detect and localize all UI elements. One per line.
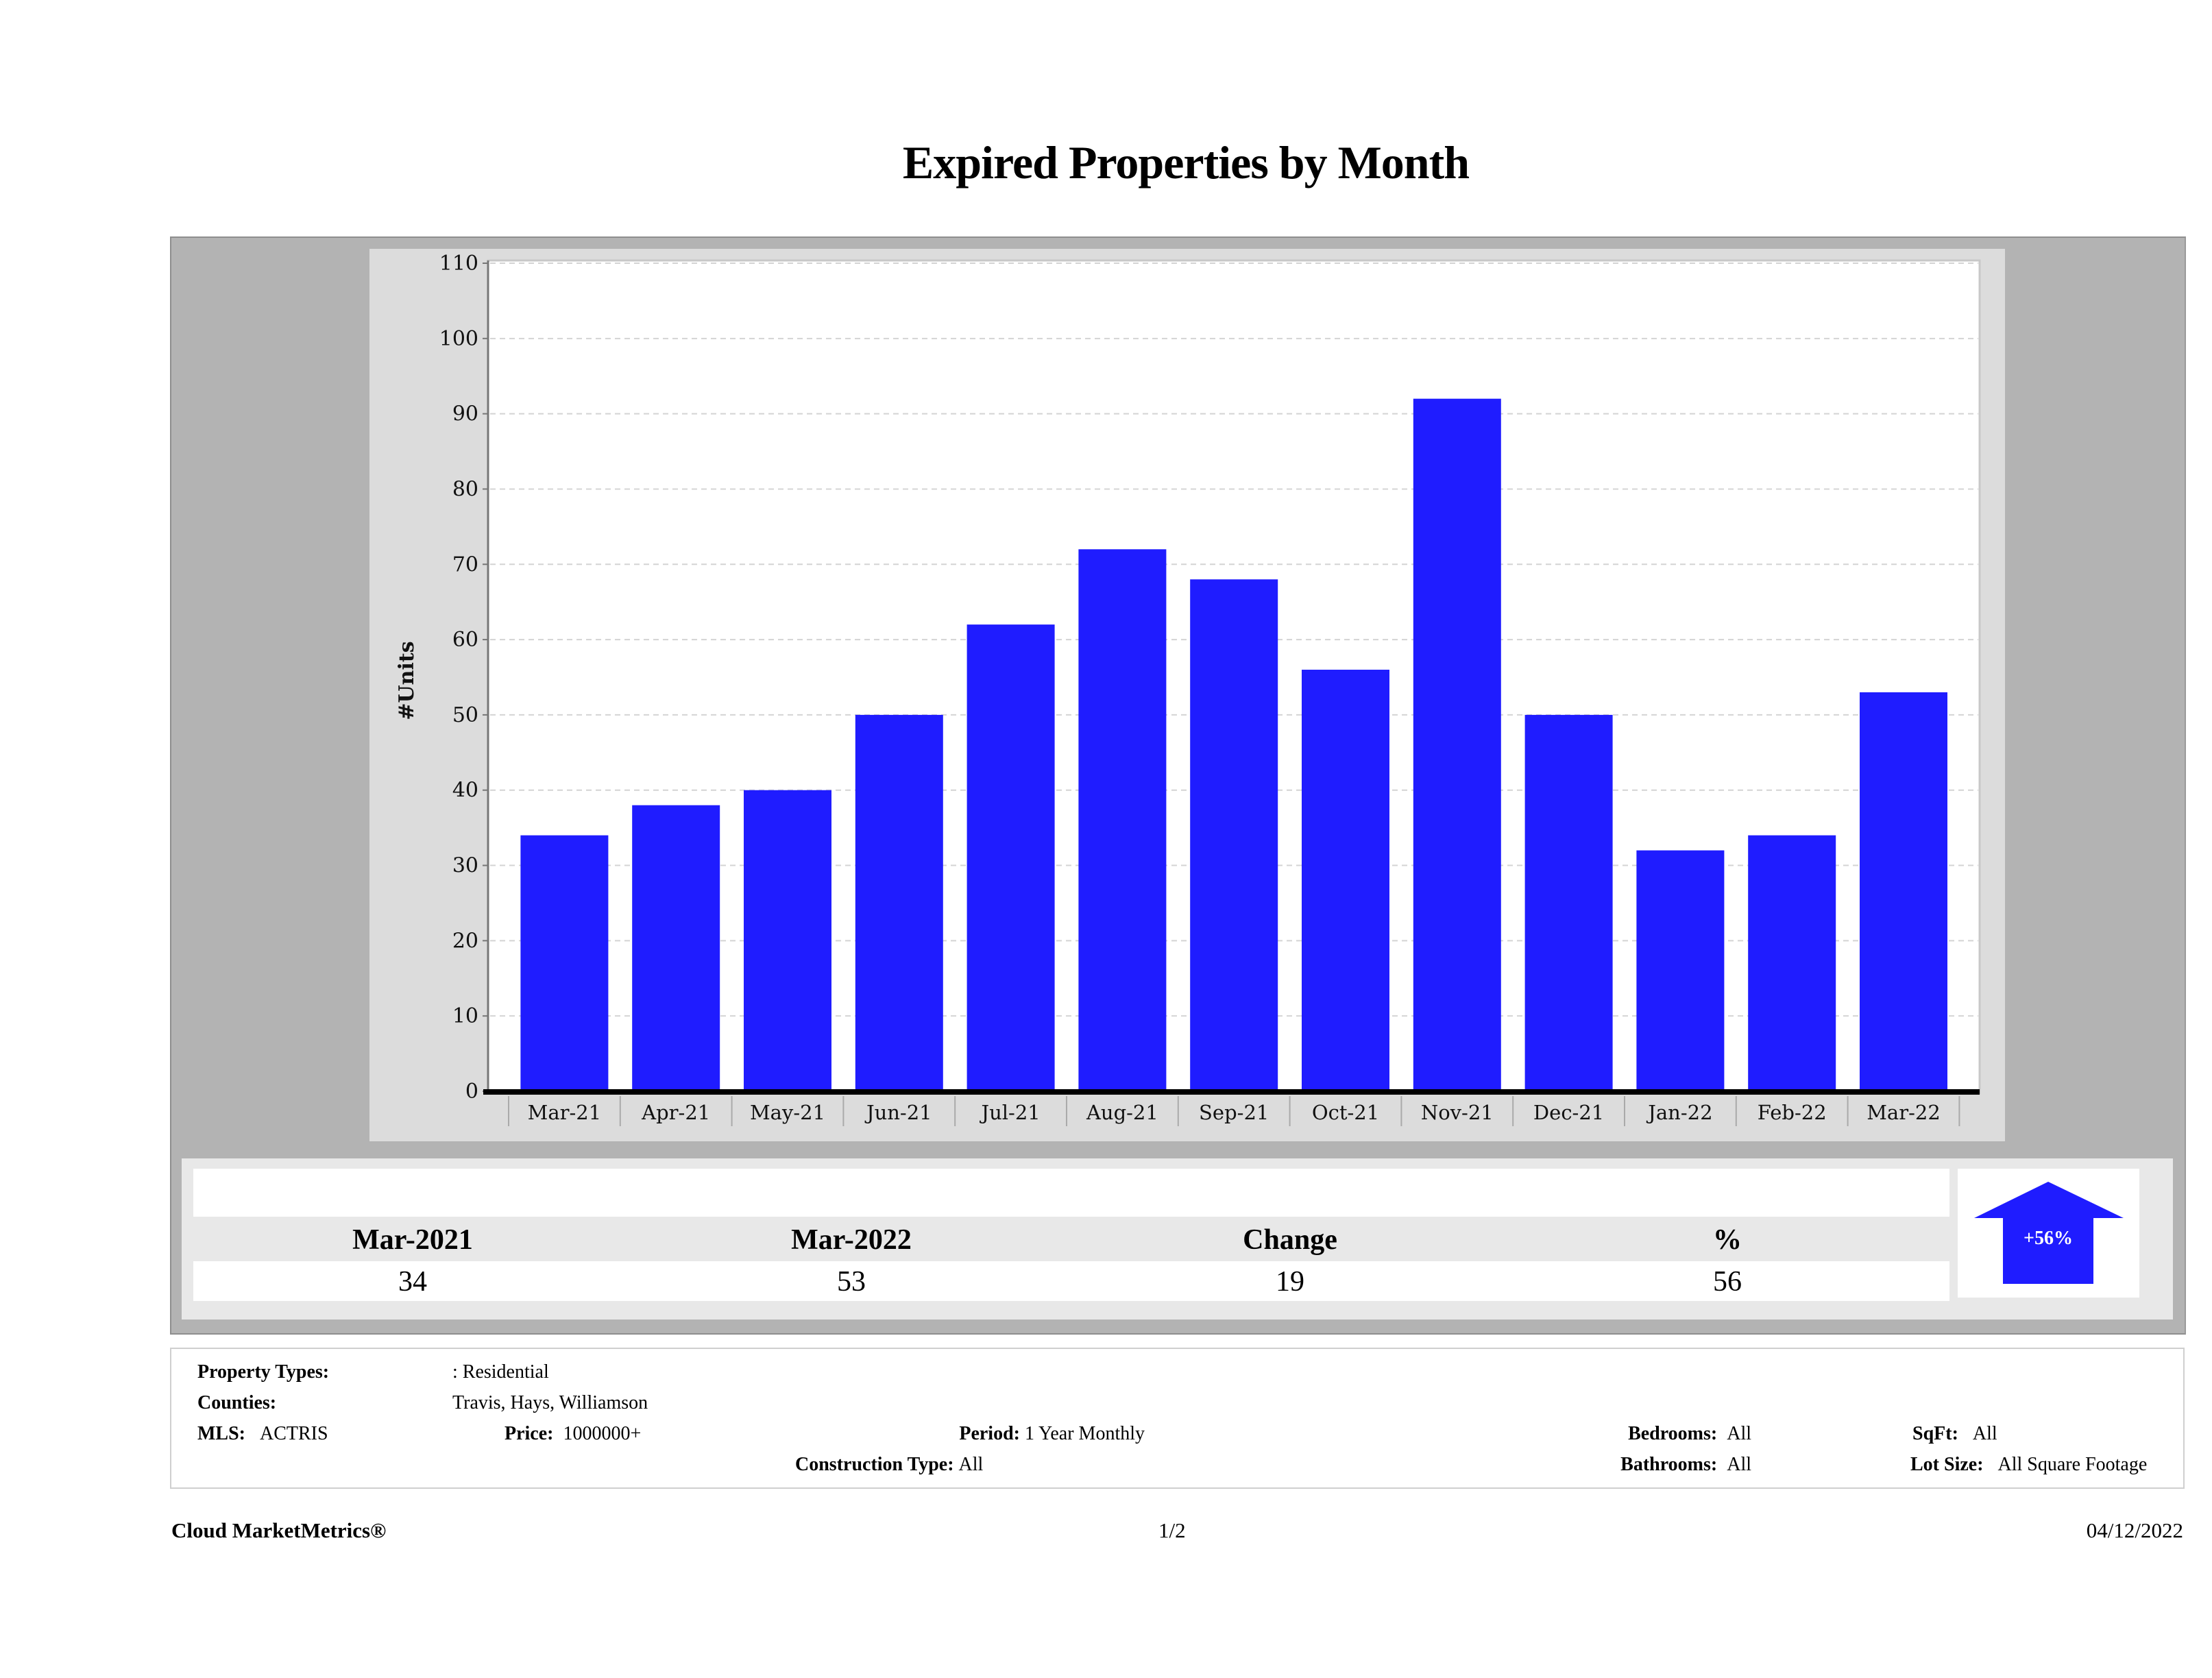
x-tick-label: Oct-21 [1312,1101,1379,1124]
bedrooms-label: Bedrooms: [1628,1423,1718,1444]
lot-size-label: Lot Size: [1910,1454,1984,1475]
summary-value-end: 53 [837,1266,866,1298]
bedrooms-value: All [1727,1423,1751,1444]
summary-header-percent: % [1713,1224,1742,1256]
x-tick-label: Aug-21 [1086,1101,1158,1124]
y-tick-label: 50 [452,703,478,727]
bathrooms-value: All [1727,1454,1751,1475]
summary-spacer [193,1169,1949,1217]
counties-value: Travis, Hays, Williamson [452,1392,648,1413]
y-tick-label: 70 [452,552,478,576]
summary-header-start: Mar-2021 [352,1224,473,1256]
x-tick-label: Feb-22 [1758,1101,1827,1124]
counties-label: Counties: [197,1392,277,1413]
chart-title: Expired Properties by Month [902,136,1470,189]
period-value: 1 Year Monthly [1024,1423,1145,1444]
page-number: 1/2 [1158,1518,1186,1542]
y-tick-label: 30 [452,854,478,878]
summary-value-percent: 56 [1713,1266,1742,1298]
x-tick-label: Mar-22 [1867,1101,1941,1124]
bar-apr-21 [632,805,720,1091]
x-tick-label: Apr-21 [641,1101,710,1124]
report-date: 04/12/2022 [2086,1518,2183,1542]
bar-jul-21 [967,624,1055,1091]
price-value: 1000000+ [563,1423,642,1444]
summary-values-row: 34 53 19 56 [193,1261,1949,1301]
construction-type-value: All [958,1454,984,1475]
x-axis-line [483,1089,1980,1095]
x-axis-ticks: Mar-21 Apr-21 May-21 Jun-21 Jul-21 Aug-21 Sep-… [508,1096,1960,1126]
bars [520,398,1947,1091]
y-tick-label: 100 [439,327,478,351]
bar-nov-21 [1413,398,1501,1091]
y-tick-label: 60 [452,628,478,652]
bar-sep-21 [1190,579,1278,1091]
sqft-value: All [1972,1423,1997,1444]
bar-mar-21 [520,835,609,1091]
summary-header-row: Mar-2021 Mar-2022 Change % [193,1217,1949,1261]
x-tick-label: Mar-21 [528,1101,602,1124]
arrow-shape [1974,1182,2124,1284]
mls-label: MLS: [197,1423,245,1444]
y-axis-title: #Units [395,641,419,720]
y-tick-label: 0 [465,1080,478,1104]
y-tick-label: 20 [452,929,478,953]
bar-mar-22 [1860,692,1947,1091]
mls-value: ACTRIS [260,1423,328,1444]
property-types-value: : Residential [452,1361,549,1383]
sqft-label: SqFt: [1912,1423,1958,1444]
x-tick-label: Jul-21 [979,1101,1040,1124]
x-tick-label: May-21 [750,1101,825,1124]
bar-feb-22 [1748,835,1836,1091]
y-tick-label: 80 [452,477,478,501]
y-axis-ticks: 0 10 20 30 40 50 60 70 80 90 100 110 [439,252,488,1104]
period-label: Period: [959,1423,1020,1444]
change-badge-label: +56% [2023,1228,2073,1249]
x-tick-label: Jun-21 [864,1101,932,1124]
arrow-up-icon: +56% [1974,1182,2124,1284]
price-label: Price: [505,1423,554,1444]
summary-value-start: 34 [398,1266,427,1298]
lot-size-value: All Square Footage [1997,1454,2148,1475]
bar-jun-21 [855,714,943,1091]
x-tick-label: Sep-21 [1199,1101,1269,1124]
construction-type-label: Construction Type: [795,1454,954,1475]
x-tick-label: Dec-21 [1533,1101,1604,1124]
property-types-label: Property Types: [197,1361,330,1383]
x-tick-label: Jan-22 [1646,1101,1712,1124]
y-tick-label: 40 [452,779,478,803]
x-tick-label: Nov-21 [1421,1101,1494,1124]
summary-header-end: Mar-2022 [791,1224,912,1256]
bar-oct-21 [1302,670,1389,1091]
y-tick-label: 90 [452,402,478,426]
brand-footer: Cloud MarketMetrics® [171,1518,387,1542]
bar-may-21 [744,790,831,1091]
y-tick-label: 10 [452,1004,478,1028]
bar-aug-21 [1078,549,1167,1091]
summary-value-change: 19 [1276,1266,1304,1298]
bathrooms-label: Bathrooms: [1620,1454,1718,1475]
bar-dec-21 [1524,714,1613,1091]
y-tick-label: 110 [439,252,478,276]
report-details: Property Types: : Residential Counties: … [170,1348,2185,1489]
bar-jan-22 [1636,850,1725,1091]
summary-header-change: Change [1243,1224,1337,1256]
